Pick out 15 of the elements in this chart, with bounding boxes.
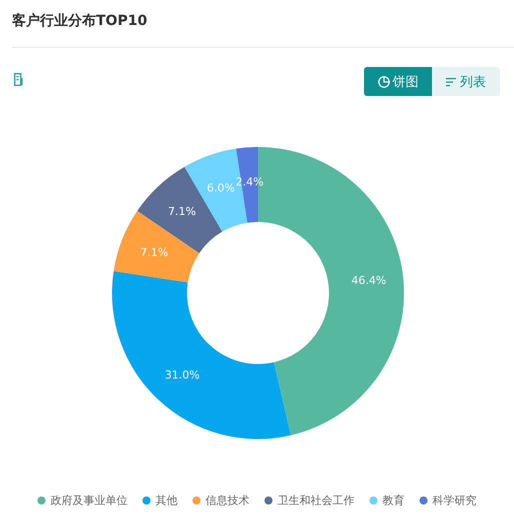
- data-label: 7.1%: [140, 246, 168, 259]
- legend-label: 教育: [382, 494, 404, 507]
- data-label: 6.0%: [206, 181, 235, 194]
- data-label: 31.0%: [164, 368, 200, 382]
- legend-label: 卫生和社会工作: [278, 494, 354, 507]
- pie-chart-tab[interactable]: 饼图: [364, 67, 432, 96]
- legend-label: 其他: [156, 494, 178, 507]
- list-tab[interactable]: 列表: [432, 67, 500, 96]
- data-label: 7.1%: [168, 204, 196, 218]
- legend-label: 信息技术: [206, 494, 250, 507]
- legend-label: 政府及事业单位: [50, 494, 128, 507]
- data-label: 2.4%: [236, 175, 264, 188]
- data-label: 46.4%: [351, 274, 386, 287]
- chart-title: 客户行业分布TOP10: [12, 12, 148, 30]
- legend-label: 科学研究: [432, 494, 476, 507]
